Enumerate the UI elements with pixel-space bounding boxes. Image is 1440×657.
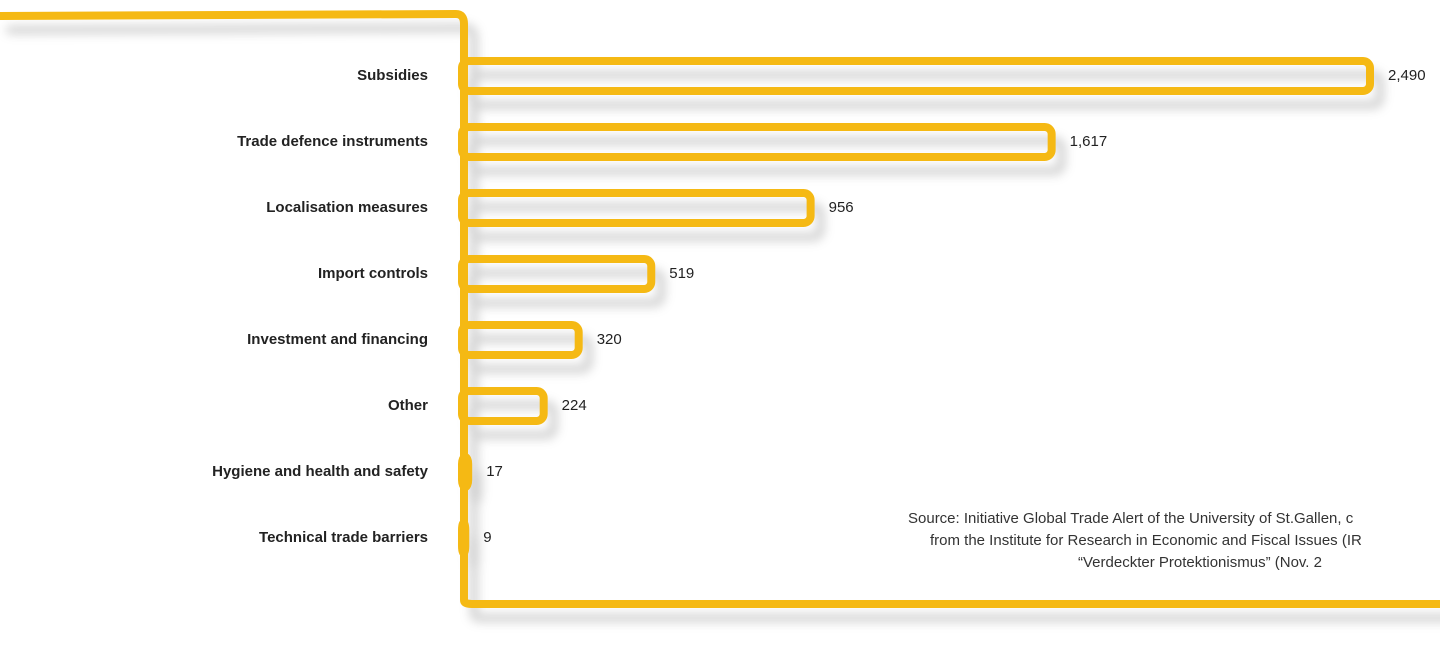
category-label: Hygiene and health and safety bbox=[212, 463, 429, 480]
thread-connector bbox=[0, 9, 1440, 608]
category-label: Import controls bbox=[318, 265, 428, 282]
bar bbox=[458, 453, 473, 491]
category-label: Technical trade barriers bbox=[259, 529, 428, 546]
labels: Subsidies 2,490 Trade defence instruments 1… bbox=[212, 67, 1425, 546]
bar bbox=[458, 189, 815, 227]
value-label: 956 bbox=[829, 199, 854, 216]
category-label: Subsidies bbox=[357, 67, 428, 84]
category-label: Trade defence instruments bbox=[237, 133, 428, 150]
value-label: 320 bbox=[597, 331, 622, 348]
bar bbox=[458, 519, 470, 557]
value-label: 519 bbox=[669, 265, 694, 282]
value-label: 224 bbox=[562, 397, 587, 414]
value-label: 1,617 bbox=[1070, 133, 1108, 150]
bar bbox=[458, 123, 1056, 161]
bar bbox=[458, 387, 548, 425]
category-label: Other bbox=[388, 397, 428, 414]
bar bbox=[458, 321, 583, 359]
bar bbox=[458, 255, 656, 293]
value-label: 9 bbox=[483, 529, 491, 546]
value-label: 2,490 bbox=[1388, 67, 1426, 84]
source-line: Source: Initiative Global Trade Alert of… bbox=[908, 510, 1354, 527]
thread bbox=[0, 9, 1440, 608]
source-line: from the Institute for Research in Econo… bbox=[930, 532, 1362, 549]
source-line: “Verdeckter Protektionismus” (Nov. 2 bbox=[1078, 554, 1322, 571]
value-label: 17 bbox=[486, 463, 503, 480]
category-label: Investment and financing bbox=[247, 331, 428, 348]
category-label: Localisation measures bbox=[266, 199, 428, 216]
bar bbox=[458, 57, 1374, 95]
